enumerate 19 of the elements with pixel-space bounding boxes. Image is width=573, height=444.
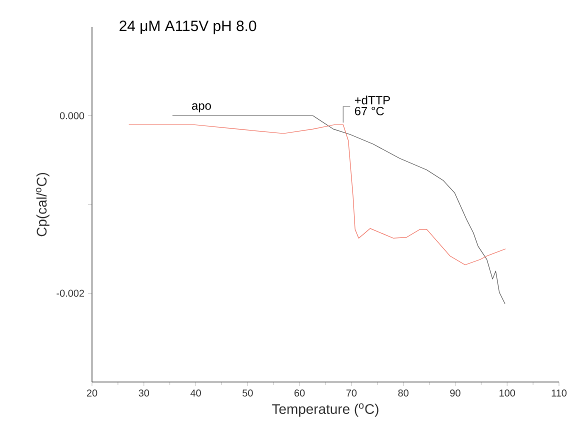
x-tick-label: 70 — [346, 390, 357, 397]
chart-title: 24 μM A115V pH 8.0 — [120, 20, 256, 34]
y-tick-label: 0.000 — [60, 112, 84, 120]
x-tick-label: 90 — [450, 390, 460, 397]
y-axis-title: Cp(cal/$^{o}$C) — [36, 172, 50, 236]
x-tick-label: 30 — [138, 390, 150, 397]
x-tick-label: 50 — [242, 390, 253, 397]
annotation: 67 °C — [354, 106, 384, 116]
x-axis-title: Temperature ($^{o}$C) — [272, 403, 378, 417]
x-tick-label: 110 — [552, 390, 567, 397]
series-label: +dTTP — [354, 96, 390, 104]
line-series — [128, 124, 506, 266]
x-tick-label: 20 — [86, 390, 98, 397]
x-tick-label: 60 — [294, 390, 305, 397]
y-tick-label: -0.002 — [56, 290, 84, 297]
x-tick-label: 40 — [190, 390, 201, 397]
series-label: apo — [192, 103, 211, 112]
x-tick-label: 80 — [398, 390, 408, 397]
x-tick-label: 100 — [500, 390, 516, 397]
